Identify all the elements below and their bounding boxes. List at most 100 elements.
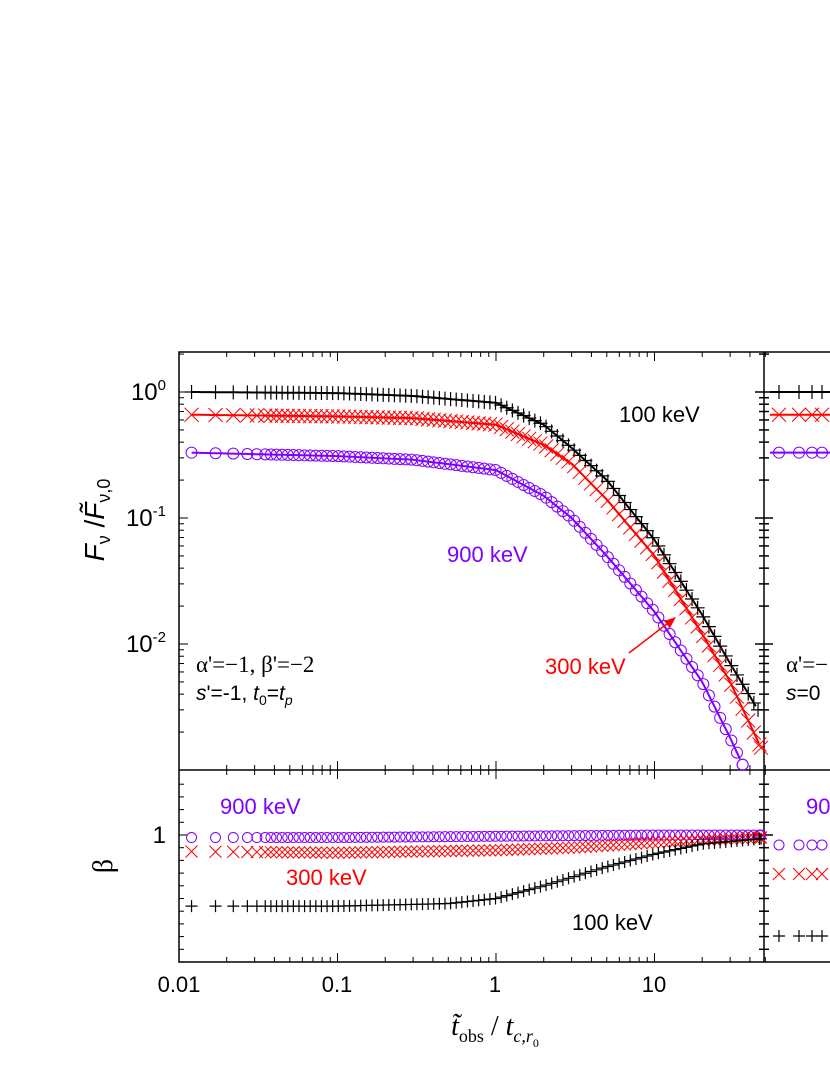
label-900kev-top: 900 keV	[447, 542, 528, 567]
marker-300-keV	[364, 409, 380, 425]
beta-marker-300-keV	[573, 840, 587, 854]
beta-marker-300-keV	[410, 845, 424, 858]
beta-marker-300-keV	[623, 837, 637, 851]
marker-300-keV	[353, 409, 369, 425]
beta-marker-300-keV	[298, 846, 311, 859]
label-300kev-bottom: 300 keV	[286, 865, 367, 890]
marker-300-keV	[533, 436, 548, 451]
marker-100-keV	[208, 385, 223, 400]
marker-900-keV	[483, 463, 496, 476]
eq: =	[267, 682, 279, 705]
beta-marker-900-keV	[282, 832, 294, 844]
tp-symbol: t	[279, 682, 286, 705]
beta-marker-900-keV	[630, 829, 642, 841]
beta-marker-300-keV	[371, 845, 384, 859]
beta-marker-900-keV	[529, 830, 541, 842]
beta-marker-300-keV	[646, 836, 660, 850]
marker-300-keV	[718, 667, 734, 682]
marker-300-keV	[249, 408, 265, 423]
marker-100-keV	[724, 658, 739, 673]
beta-marker-300-keV	[326, 846, 340, 860]
marker-300-keV	[325, 409, 341, 424]
y-axis-title-bottom: β	[88, 859, 119, 873]
beta-marker-900-keV	[433, 831, 445, 843]
beta-marker-300-keV	[466, 844, 480, 857]
marker-300-keV	[561, 454, 576, 469]
marker-300-keV	[712, 657, 728, 673]
marker-300-keV	[297, 408, 312, 424]
beta-marker-900-keV	[332, 832, 344, 844]
marker-300-keV	[342, 409, 357, 425]
right-beta-marker	[792, 867, 806, 881]
beta-marker-300-keV	[489, 843, 502, 857]
marker-300-keV	[482, 416, 498, 432]
beta-marker-100-keV	[534, 880, 547, 893]
beta-marker-300-keV	[562, 841, 575, 855]
marker-300-keV	[225, 407, 241, 423]
beta-marker-900-keV	[227, 832, 239, 844]
marker-900-keV	[686, 661, 699, 674]
beta-marker-900-keV	[551, 830, 563, 842]
marker-300-keV	[308, 408, 324, 424]
marker-300-keV	[752, 737, 767, 752]
beta-marker-900-keV	[411, 831, 423, 843]
tp-sub: p	[284, 692, 293, 708]
marker-100-keV	[226, 385, 241, 400]
marker-300-keV	[426, 412, 442, 428]
beta-marker-300-keV	[534, 842, 547, 856]
right-marker	[773, 446, 785, 459]
beta-marker-900-keV	[394, 831, 406, 843]
marker-900-keV	[227, 447, 240, 460]
beta-marker-300-keV	[360, 845, 373, 859]
plot-frame	[178, 351, 830, 963]
marker-300-keV	[291, 408, 307, 424]
right-marker	[771, 407, 787, 423]
marker-100-keV	[617, 495, 632, 510]
beta-marker-900-keV	[579, 830, 591, 842]
marker-300-keV	[611, 506, 627, 522]
beta-marker-300-keV	[550, 841, 564, 855]
beta-marker-900-keV	[360, 831, 372, 843]
beta-marker-900-keV	[259, 832, 271, 844]
right-beta-marker	[793, 839, 805, 851]
marker-300-keV	[476, 416, 492, 432]
marker-100-keV	[651, 539, 666, 554]
marker-300-keV	[628, 526, 644, 542]
beta-marker-300-keV	[388, 845, 401, 859]
marker-300-keV	[432, 412, 447, 428]
marker-300-keV	[701, 638, 717, 653]
beta-marker-900-keV	[299, 832, 311, 844]
marker-300-keV	[274, 408, 290, 424]
beta-marker-900-keV	[241, 832, 253, 844]
beta-marker-300-keV	[590, 839, 603, 853]
beta-marker-900-keV	[428, 831, 440, 843]
ytick-label-0.1: 10-1	[126, 503, 166, 532]
beta-marker-900-keV	[327, 832, 339, 844]
marker-900-keV	[652, 611, 665, 624]
marker-100-keV	[623, 502, 638, 517]
beta-marker-300-keV	[320, 846, 334, 860]
marker-900-keV	[708, 700, 721, 713]
marker-300-keV	[493, 419, 509, 435]
right-annotation-s: s=0	[786, 682, 820, 705]
beta-marker-300-keV	[674, 835, 688, 848]
marker-300-keV	[420, 411, 436, 427]
beta-marker-900-keV	[445, 831, 457, 843]
beta-marker-900-keV	[287, 832, 299, 844]
beta-marker-300-keV	[668, 835, 682, 848]
beta-marker-300-keV	[209, 845, 222, 859]
marker-100-keV	[656, 547, 671, 562]
beta-marker-300-keV	[461, 844, 474, 858]
beta-marker-300-keV	[517, 842, 530, 856]
beta-marker-300-keV	[315, 846, 328, 859]
marker-100-keV	[645, 530, 660, 545]
beta-marker-100-keV	[652, 847, 665, 860]
beta-marker-900-keV	[624, 829, 636, 841]
beta-marker-300-keV	[494, 843, 508, 857]
beta-marker-300-keV	[365, 845, 379, 859]
beta-marker-900-keV	[596, 829, 608, 841]
beta-marker-300-keV	[303, 846, 317, 859]
marker-100-keV	[488, 395, 503, 410]
marker-100-keV	[668, 565, 683, 580]
